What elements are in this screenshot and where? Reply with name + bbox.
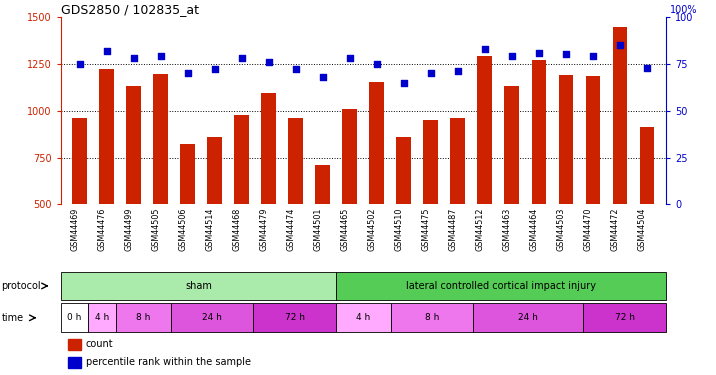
Bar [639,127,654,298]
Text: 0 h: 0 h [67,314,82,322]
Point [506,53,518,59]
Text: 24 h: 24 h [202,314,222,322]
Text: 4 h: 4 h [357,314,370,322]
Bar [586,76,601,298]
Text: GSM44514: GSM44514 [205,208,215,251]
Text: GSM44479: GSM44479 [260,208,268,251]
Bar [208,137,222,298]
Bar [180,144,195,298]
FancyBboxPatch shape [253,303,336,332]
Text: 8 h: 8 h [425,314,440,322]
FancyBboxPatch shape [391,303,473,332]
Text: 72 h: 72 h [614,314,634,322]
Text: GSM44476: GSM44476 [98,208,107,251]
Text: GSM44472: GSM44472 [611,208,620,251]
Text: GSM44506: GSM44506 [179,208,188,251]
Bar [342,109,357,298]
FancyBboxPatch shape [336,272,666,300]
Point [182,70,193,76]
Text: GSM44463: GSM44463 [503,208,512,251]
FancyBboxPatch shape [171,303,253,332]
Bar [478,56,493,298]
Point [479,46,490,52]
Bar [531,60,546,298]
Point [101,48,112,54]
Point [398,80,410,86]
Bar [68,339,81,350]
Text: GSM44512: GSM44512 [476,208,485,251]
Point [317,74,329,80]
Bar [68,357,81,368]
Text: GSM44464: GSM44464 [530,208,539,251]
Text: GSM44502: GSM44502 [368,208,377,251]
Text: GSM44487: GSM44487 [449,208,458,251]
Point [587,53,599,59]
Bar [100,69,115,298]
Bar [261,93,276,298]
Text: GSM44499: GSM44499 [125,208,134,251]
Text: time: time [1,313,24,323]
FancyBboxPatch shape [473,303,584,332]
Text: GSM44468: GSM44468 [233,208,242,251]
Text: GSM44475: GSM44475 [422,208,431,251]
Bar [369,82,384,298]
FancyBboxPatch shape [584,303,666,332]
Text: GSM44469: GSM44469 [71,208,79,251]
Point [209,66,221,72]
Text: sham: sham [185,281,212,291]
Bar [72,118,87,298]
Point [533,50,545,55]
Point [155,53,167,59]
Point [128,55,140,61]
Text: GSM44465: GSM44465 [341,208,350,251]
Text: GSM44504: GSM44504 [638,208,647,251]
Bar [153,74,168,298]
Text: GDS2850 / 102835_at: GDS2850 / 102835_at [61,3,199,16]
Bar [234,116,249,298]
FancyBboxPatch shape [336,303,391,332]
Point [453,68,464,74]
FancyBboxPatch shape [61,272,336,300]
Bar [397,137,411,298]
Text: protocol: protocol [1,281,41,291]
Text: 100%: 100% [670,6,697,15]
Point [263,59,274,65]
Bar [450,118,465,298]
FancyBboxPatch shape [88,303,116,332]
Text: GSM44505: GSM44505 [152,208,161,251]
Point [344,55,356,61]
Text: count: count [86,339,114,349]
Text: GSM44501: GSM44501 [314,208,323,251]
Text: GSM44503: GSM44503 [557,208,566,251]
Bar [505,86,519,298]
Point [560,51,571,57]
Point [290,66,301,72]
Text: GSM44474: GSM44474 [287,208,296,251]
Bar [423,120,438,298]
Bar [612,27,627,298]
Bar [126,86,141,298]
Text: GSM44470: GSM44470 [584,208,593,251]
Text: lateral controlled cortical impact injury: lateral controlled cortical impact injur… [406,281,596,291]
Bar [316,165,330,298]
Bar [558,75,574,298]
Point [642,64,653,70]
Point [425,70,437,76]
Point [236,55,248,61]
FancyBboxPatch shape [61,303,88,332]
Text: percentile rank within the sample: percentile rank within the sample [86,357,251,367]
Point [371,61,382,67]
Text: 8 h: 8 h [136,314,150,322]
FancyBboxPatch shape [116,303,171,332]
Text: 4 h: 4 h [95,314,110,322]
Text: GSM44510: GSM44510 [395,208,404,251]
Bar [289,118,304,298]
Point [614,42,626,48]
Point [74,61,85,67]
Text: 72 h: 72 h [285,314,304,322]
Text: 24 h: 24 h [518,314,538,322]
